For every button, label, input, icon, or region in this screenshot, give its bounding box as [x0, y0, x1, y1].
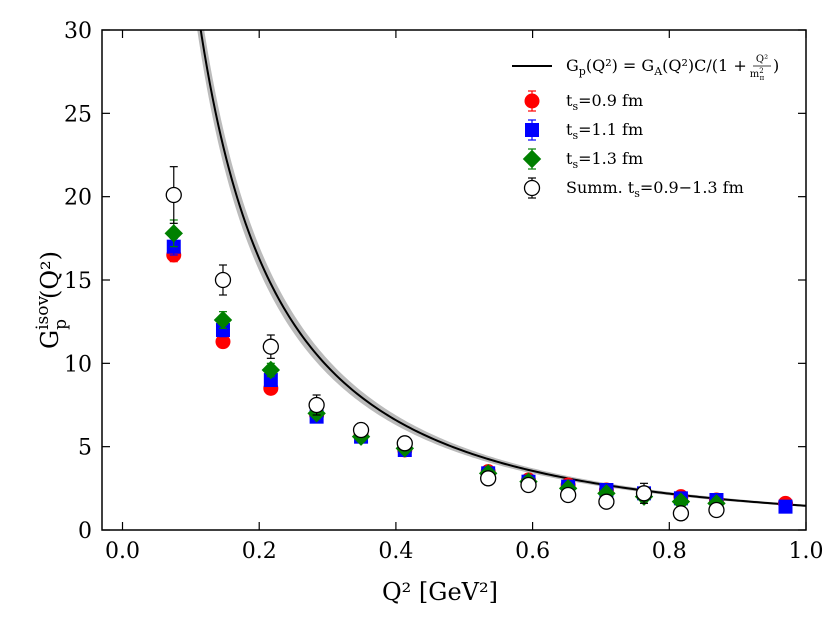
data-point	[164, 224, 183, 243]
data-point	[352, 421, 370, 439]
y-tick-label: 25	[64, 102, 92, 127]
data-point	[214, 271, 232, 289]
series-1	[166, 237, 793, 514]
legend-label: ts=0.9 fm	[566, 91, 643, 113]
x-tick-label: 0.6	[515, 539, 550, 564]
data-point	[635, 485, 653, 502]
x-tick-label: 1.0	[789, 539, 824, 564]
fit-layer	[197, 30, 806, 507]
data-point	[598, 493, 615, 510]
data-point	[520, 476, 537, 494]
legend-marker	[525, 123, 539, 137]
legend-fit-close: )	[773, 56, 779, 75]
legend-label: ts=1.1 fm	[566, 120, 643, 142]
legend-marker	[523, 179, 541, 197]
legend-marker	[522, 149, 542, 169]
x-tick-label: 0.4	[378, 539, 413, 564]
data-point	[308, 396, 325, 414]
legend-fit-frac-den: m2 π	[750, 67, 765, 82]
legend-marker	[524, 93, 540, 109]
data-point	[480, 470, 497, 487]
fit-curve	[199, 30, 806, 507]
legend-entry-2: ts=1.3 fm	[522, 148, 643, 171]
x-tick-label: 0.2	[242, 539, 277, 564]
y-tick-label: 5	[78, 436, 92, 461]
series-0	[166, 247, 793, 511]
svg-text:Gisovp(Q²): Gisovp (Q²)	[33, 251, 71, 349]
data-point	[778, 499, 793, 514]
y-tick-label: 0	[78, 519, 92, 544]
y-axis-title-arg: (Q²)	[36, 251, 64, 299]
y-tick-label: 30	[64, 19, 92, 44]
legend-entry-0: ts=0.9 fm	[524, 90, 643, 113]
data-point	[708, 501, 725, 519]
y-axis-title-sub: p	[51, 319, 71, 330]
data-point	[262, 338, 279, 355]
y-tick-label: 15	[64, 269, 92, 294]
axis-ticks: 0.0 0.2 0.4 0.6 0.8 1.0 0 5 10 15 20 25 30	[64, 19, 824, 564]
legend-entry-fit: Gp(Q²) = GA(Q²)C/(1 + Q² m2 π )	[512, 54, 779, 82]
fit-uncertainty-band	[197, 30, 806, 507]
y-axis-title-main: G	[36, 330, 64, 349]
x-tick-label: 0.0	[105, 539, 140, 564]
legend-entry-3: Summ. ts=0.9−1.3 fm	[523, 177, 744, 200]
plot-frame	[101, 29, 807, 531]
data-point	[559, 486, 577, 504]
legend-fit-label: Gp(Q²) = GA(Q²)C/(1 +	[566, 56, 747, 78]
series-3	[165, 166, 725, 522]
data-point	[213, 310, 233, 330]
data-point	[396, 435, 413, 452]
data-point	[261, 360, 281, 380]
y-axis-title-sup: isov	[33, 295, 53, 329]
data-point	[672, 505, 690, 522]
legend-label: Summ. ts=0.9−1.3 fm	[566, 178, 744, 200]
y-tick-label: 20	[64, 186, 92, 211]
legend-entry-1: ts=1.1 fm	[525, 119, 643, 142]
data-point	[165, 186, 182, 204]
legend-fit-frac-num: Q²	[756, 54, 768, 65]
legend-series-entries: ts=0.9 fm ts=1.1 fm ts=1.3 fm Summ. ts=0.9−…	[522, 90, 744, 200]
data-points-layer	[164, 166, 793, 522]
x-axis-title: Q² [GeV²]	[382, 578, 498, 606]
x-tick-label: 0.8	[652, 539, 687, 564]
y-tick-label: 10	[64, 352, 92, 377]
series-2	[164, 219, 726, 513]
y-axis-title: Gisovp (Q²)	[33, 251, 71, 349]
legend: Gp(Q²) = GA(Q²)C/(1 + Q² m2 π ) ts=0.9 fm…	[512, 54, 779, 200]
legend-label: ts=1.3 fm	[566, 149, 643, 171]
